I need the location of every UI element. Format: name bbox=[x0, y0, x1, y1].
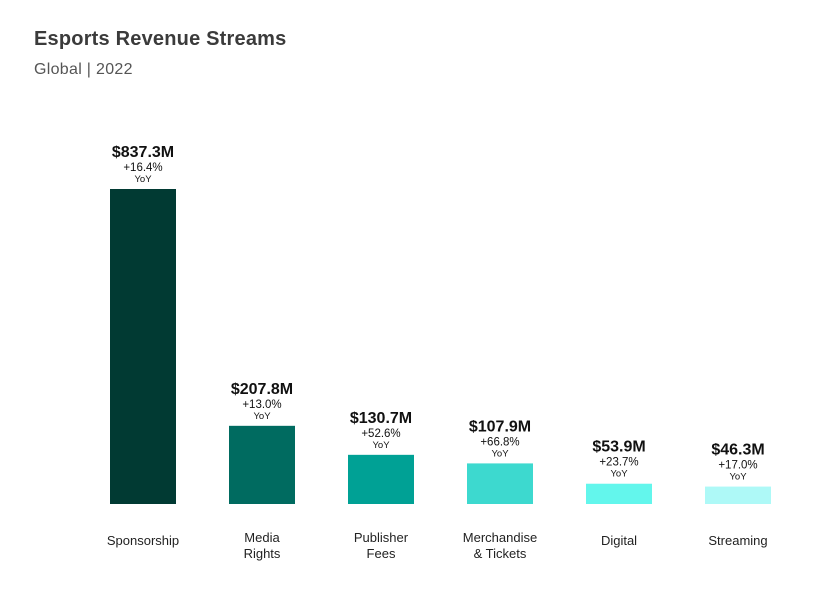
bar bbox=[110, 189, 176, 504]
bar bbox=[467, 463, 533, 504]
category-label: Merchandise bbox=[463, 530, 537, 545]
value-label: $130.7M bbox=[350, 410, 412, 427]
yoy-label: YoY bbox=[134, 174, 152, 185]
category-label: Fees bbox=[367, 546, 396, 561]
value-label: $53.9M bbox=[592, 439, 645, 456]
chart-subtitle: Global | 2022 bbox=[34, 61, 133, 78]
category-label: Rights bbox=[244, 546, 281, 561]
yoy-label: YoY bbox=[372, 440, 390, 451]
yoy-change-label: +66.8% bbox=[480, 436, 519, 448]
category-label: Digital bbox=[601, 533, 637, 548]
yoy-change-label: +16.4% bbox=[123, 162, 162, 174]
yoy-change-label: +23.7% bbox=[599, 457, 638, 469]
bar bbox=[348, 454, 414, 504]
category-label: & Tickets bbox=[474, 546, 527, 561]
category-label: Publisher bbox=[354, 530, 409, 545]
category-label: Media bbox=[244, 530, 280, 545]
yoy-label: YoY bbox=[253, 411, 271, 422]
yoy-change-label: +52.6% bbox=[361, 428, 400, 440]
yoy-change-label: +17.0% bbox=[718, 460, 757, 472]
category-label: Sponsorship bbox=[107, 533, 179, 548]
yoy-label: YoY bbox=[610, 469, 628, 480]
yoy-change-label: +13.0% bbox=[242, 399, 281, 411]
value-label: $837.3M bbox=[112, 144, 174, 161]
yoy-label: YoY bbox=[729, 472, 747, 483]
bar bbox=[586, 483, 652, 504]
value-label: $46.3M bbox=[711, 442, 764, 459]
chart-title: Esports Revenue Streams bbox=[34, 28, 287, 50]
bar bbox=[229, 425, 295, 504]
value-label: $207.8M bbox=[231, 381, 293, 398]
category-label: Streaming bbox=[708, 533, 767, 548]
yoy-label: YoY bbox=[491, 448, 509, 459]
value-label: $107.9M bbox=[469, 418, 531, 435]
bar bbox=[705, 486, 771, 504]
